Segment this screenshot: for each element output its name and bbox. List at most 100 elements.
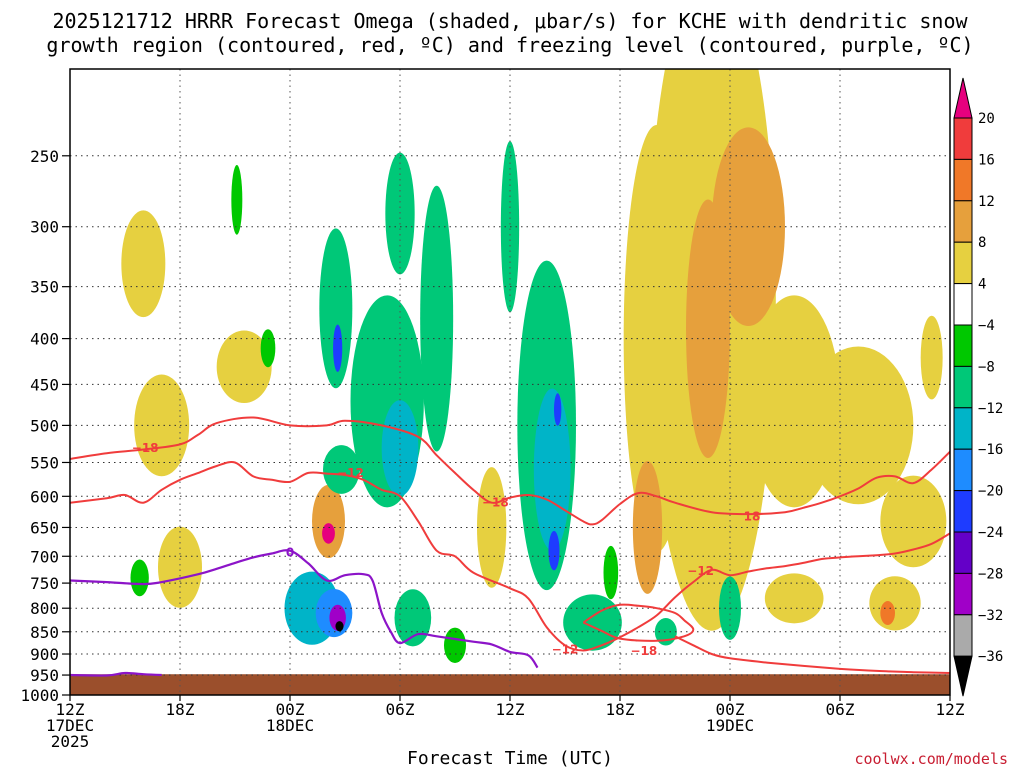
x-axis-label: Forecast Time (UTC) xyxy=(407,748,613,768)
contour-label: −18 xyxy=(630,644,657,658)
omega-region xyxy=(134,374,190,477)
dgz-contour-line xyxy=(674,635,950,674)
omega-region xyxy=(764,573,824,624)
dgz-contour-line xyxy=(582,603,695,642)
omega-region xyxy=(319,228,353,389)
contour-label: −12 xyxy=(687,564,714,578)
colorbar-swatch xyxy=(953,365,973,409)
colorbar-label: 16 xyxy=(978,152,995,168)
colorbar-label: 4 xyxy=(978,277,986,293)
plot-area: −18 −12 −18 18 −12 −12 −18 0 xyxy=(69,68,951,696)
dgz-contour-line xyxy=(70,416,950,526)
y-axis: 250 300 350 400 450 500 550 600 650 700 750 800 850 9… xyxy=(20,147,70,705)
omega-region xyxy=(554,393,562,426)
y-tick-label: 300 xyxy=(30,218,59,237)
omega-region xyxy=(603,545,619,600)
contour-label: −12 xyxy=(337,466,364,480)
y-tick-label: 800 xyxy=(30,599,59,618)
omega-region xyxy=(323,445,360,494)
y-tick-label: 900 xyxy=(30,645,59,664)
omega-region xyxy=(260,329,276,368)
contour-label: −18 xyxy=(132,441,159,455)
colorbar-swatch xyxy=(953,283,973,326)
omega-region xyxy=(121,210,166,318)
freezing-level-contour-line xyxy=(70,549,539,669)
x-tick-label: 06Z xyxy=(826,700,855,719)
colorbar-swatch xyxy=(953,77,973,119)
colorbar-swatch xyxy=(953,655,973,697)
y-tick-label: 450 xyxy=(30,375,59,394)
x-tick-label: 06Z xyxy=(386,700,415,719)
omega-region xyxy=(444,627,466,663)
omega-region xyxy=(623,124,690,553)
contour-label: −12 xyxy=(552,643,579,657)
omega-region xyxy=(869,576,921,631)
colorbar-swatch xyxy=(953,407,973,450)
y-tick-label: 500 xyxy=(30,416,59,435)
colorbar-label: 12 xyxy=(978,194,995,210)
colorbar-label: 20 xyxy=(978,111,995,127)
x-tick-label: 18Z xyxy=(606,700,635,719)
colorbar-swatch xyxy=(953,117,973,160)
omega-region xyxy=(385,152,415,275)
x-tick-label: 12Z xyxy=(56,700,85,719)
omega-region xyxy=(533,388,571,551)
y-tick-label: 650 xyxy=(30,518,59,537)
omega-region xyxy=(335,621,344,632)
colorbar-swatch xyxy=(953,572,973,616)
omega-region xyxy=(333,324,343,372)
colorbar-label: −16 xyxy=(978,442,1003,458)
dgz-contour-line xyxy=(70,461,950,652)
colorbar-swatch xyxy=(953,490,973,533)
x-tick-label: 18Z xyxy=(166,700,195,719)
colorbar-label: 8 xyxy=(978,235,986,251)
chart-title-line2: growth region (contoured, red, ºC) and f… xyxy=(46,33,973,57)
contour-labels: −18 −12 −18 18 −12 −12 −18 0 xyxy=(132,441,761,658)
y-tick-label: 350 xyxy=(30,278,59,297)
x-tick-label: 00Z xyxy=(716,700,745,719)
omega-region xyxy=(477,467,507,588)
y-tick-label: 750 xyxy=(30,574,59,593)
x-tick-label: 18DEC xyxy=(266,716,314,735)
y-tick-label: 950 xyxy=(30,666,59,685)
x-tick-label: 12Z xyxy=(936,700,965,719)
x-tick-label: 2025 xyxy=(51,732,90,751)
omega-region xyxy=(803,346,914,505)
omega-region xyxy=(158,526,202,608)
colorbar-label: −28 xyxy=(978,566,1003,582)
colorbar-swatch xyxy=(953,324,973,367)
colorbar-label: −12 xyxy=(978,401,1003,417)
y-tick-label: 700 xyxy=(30,547,59,566)
y-tick-label: 850 xyxy=(30,623,59,642)
omega-region xyxy=(322,523,335,544)
colorbar-swatch xyxy=(953,531,973,574)
grid-lines xyxy=(70,69,950,696)
omega-region xyxy=(420,185,454,452)
x-tick-label: 17DEC xyxy=(46,716,94,735)
omega-region xyxy=(920,315,943,400)
colorbar-swatch xyxy=(953,200,973,243)
x-tick-label: 12Z xyxy=(496,700,525,719)
y-tick-label: 400 xyxy=(30,330,59,349)
y-tick-label: 600 xyxy=(30,487,59,506)
colorbar-label: −8 xyxy=(978,359,995,375)
contour-label: 18 xyxy=(744,510,761,524)
omega-region xyxy=(880,601,896,626)
colorbar-swatch xyxy=(953,241,973,285)
contour-label: −18 xyxy=(482,496,509,510)
colorbar-swatch xyxy=(953,158,973,202)
omega-region xyxy=(548,530,560,571)
omega-region xyxy=(730,196,774,307)
y-tick-label: 1000 xyxy=(20,686,59,705)
colorbar-swatch xyxy=(953,448,973,492)
terrain-fill xyxy=(70,674,950,695)
chart-title-line1: 2025121712 HRRR Forecast Omega (shaded, … xyxy=(52,9,968,33)
omega-region xyxy=(686,199,730,458)
contour-lines xyxy=(70,416,950,677)
x-tick-label: 00Z xyxy=(276,700,305,719)
contour-label: 0 xyxy=(286,545,294,559)
colorbar-label: −4 xyxy=(978,318,995,334)
x-tick-label: 19DEC xyxy=(706,716,754,735)
